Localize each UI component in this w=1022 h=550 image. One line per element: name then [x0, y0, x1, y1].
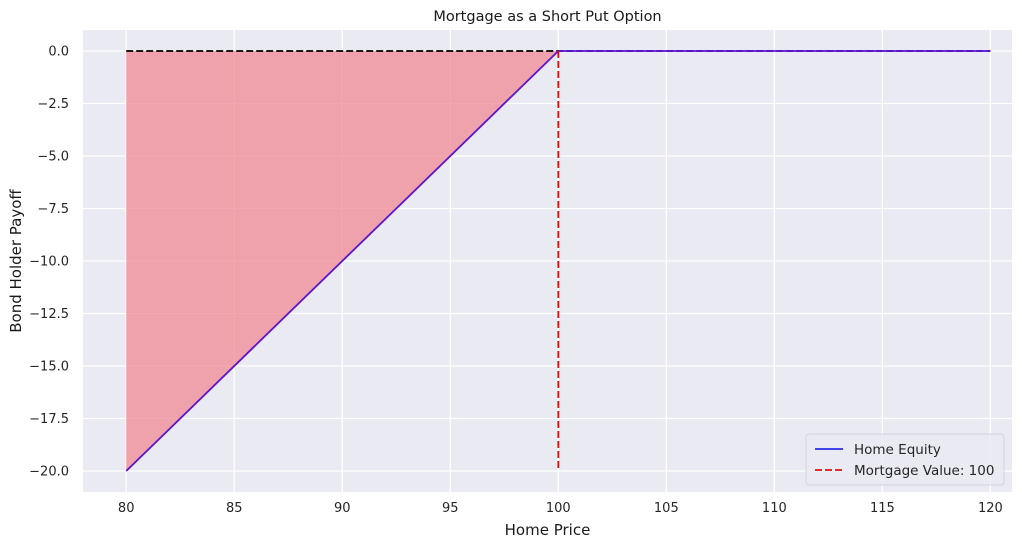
chart-marks: [125, 50, 991, 472]
x-tick-label: 95: [442, 501, 459, 516]
y-tick-label: −12.5: [29, 307, 69, 322]
x-tick-label: 90: [334, 501, 351, 516]
x-tick-label: 105: [654, 501, 679, 516]
x-axis-label: Home Price: [505, 521, 591, 539]
x-tick-label: 85: [226, 501, 243, 516]
legend-label-home-equity: Home Equity: [854, 442, 941, 458]
x-tick-label: 80: [118, 501, 135, 516]
y-tick-label: 0.0: [48, 45, 69, 60]
x-tick-label: 100: [546, 501, 571, 516]
chart-title: Mortgage as a Short Put Option: [433, 9, 661, 25]
y-tick-label: −17.5: [29, 412, 69, 427]
y-axis-label: Bond Holder Payoff: [7, 189, 25, 333]
x-tick-label: 120: [978, 501, 1003, 516]
legend-label-mortgage-value: Mortgage Value: 100: [854, 463, 994, 479]
y-tick-label: −5.0: [37, 150, 69, 165]
legend: Home Equity Mortgage Value: 100: [805, 433, 1005, 486]
y-tick-label: −2.5: [37, 97, 69, 112]
x-tick-label: 110: [762, 501, 787, 516]
x-axis-ticks: 80 85 90 95 100 105 110 115 120: [118, 501, 1003, 516]
y-tick-label: −15.0: [29, 360, 69, 375]
y-tick-label: −10.0: [29, 255, 69, 270]
x-tick-label: 115: [870, 501, 895, 516]
legend-box: [805, 433, 1005, 486]
y-tick-label: −7.5: [37, 202, 69, 217]
y-axis-ticks: 0.0 −2.5 −5.0 −7.5 −10.0 −12.5 −15.0 −17.5 −20.0: [29, 45, 69, 480]
y-tick-label: −20.0: [29, 465, 69, 480]
